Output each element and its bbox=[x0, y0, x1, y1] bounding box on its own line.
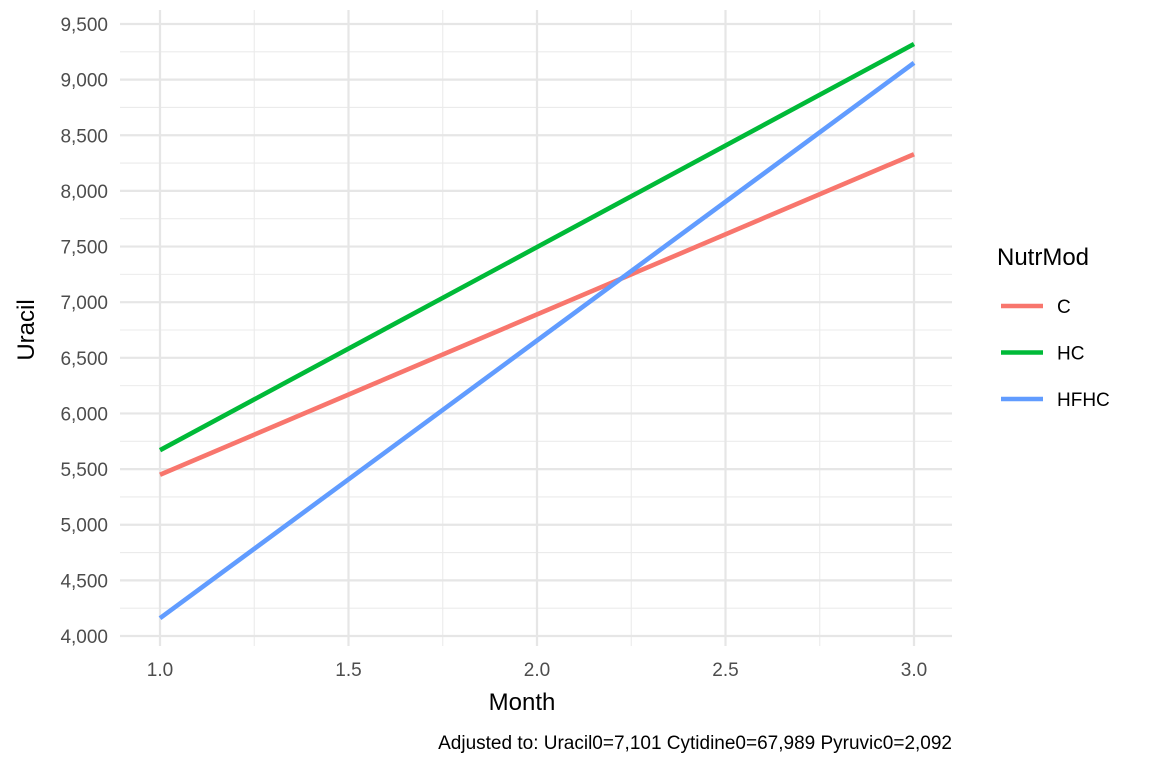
y-tick-label: 9,500 bbox=[60, 15, 108, 36]
y-tick-label: 7,000 bbox=[60, 293, 108, 314]
y-tick-label: 5,500 bbox=[60, 460, 108, 481]
series-line-hfhc bbox=[158, 61, 916, 621]
legend-label-hfhc: HFHC bbox=[1057, 390, 1110, 411]
y-tick-label: 6,500 bbox=[60, 349, 108, 370]
series-lines bbox=[158, 41, 916, 621]
legend-title: NutrMod bbox=[997, 244, 1089, 271]
y-tick-label: 9,000 bbox=[60, 71, 108, 92]
legend: NutrMod C HC HFHC bbox=[997, 244, 1110, 411]
legend-label-c: C bbox=[1057, 297, 1071, 318]
legend-label-hc: HC bbox=[1057, 344, 1084, 365]
y-tick-label: 7,500 bbox=[60, 238, 108, 259]
caption: Adjusted to: Uracil0=7,101 Cytidine0=67,… bbox=[438, 733, 952, 754]
x-tick-label: 2.0 bbox=[524, 660, 550, 681]
series-line-c bbox=[159, 152, 915, 477]
y-tick-label: 5,000 bbox=[60, 516, 108, 537]
y-axis-tick-labels: 4,000 4,500 5,000 5,500 6,000 6,500 7,000 7,500… bbox=[60, 15, 108, 648]
y-tick-label: 4,500 bbox=[60, 571, 108, 592]
x-axis-tick-labels: 1.0 1.5 2.0 2.5 3.0 bbox=[147, 660, 927, 681]
y-tick-label: 8,500 bbox=[60, 126, 108, 147]
x-tick-label: 3.0 bbox=[901, 660, 927, 681]
y-tick-label: 8,000 bbox=[60, 182, 108, 203]
x-tick-label: 1.5 bbox=[335, 660, 361, 681]
y-tick-label: 4,000 bbox=[60, 627, 108, 648]
y-axis-title: Uracil bbox=[13, 299, 40, 360]
series-line-hc bbox=[158, 41, 916, 453]
x-axis-title: Month bbox=[489, 689, 556, 716]
x-tick-label: 2.5 bbox=[712, 660, 738, 681]
y-tick-label: 6,000 bbox=[60, 404, 108, 425]
x-tick-label: 1.0 bbox=[147, 660, 173, 681]
major-gridlines bbox=[120, 10, 952, 646]
